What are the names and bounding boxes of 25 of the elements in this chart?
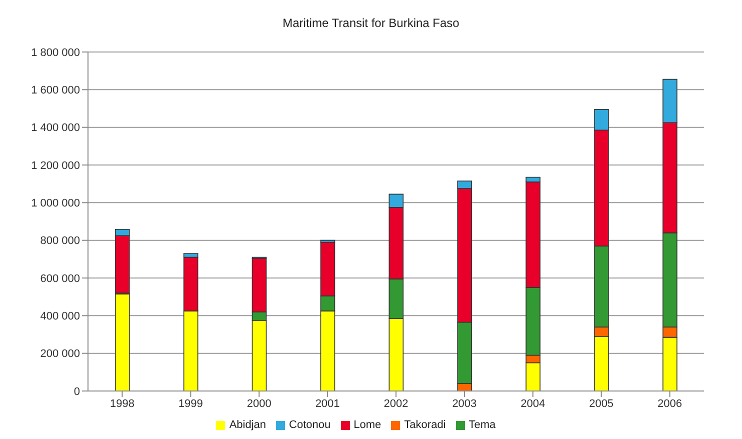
y-tick-label: 1 400 000: [31, 122, 80, 134]
x-tick-label: 2006: [658, 398, 682, 410]
x-tick-label: 2003: [452, 398, 477, 410]
legend-label: Cotonou: [289, 419, 331, 431]
x-tick-label: 2002: [384, 398, 408, 410]
y-tick-label: 400 000: [40, 310, 80, 323]
y-tick-label: 0: [74, 386, 80, 398]
x-tick-label: 1999: [178, 398, 203, 410]
legend-label: Tema: [468, 419, 496, 431]
x-tick-label: 1998: [110, 398, 134, 410]
legend-label: Abidjan: [229, 419, 266, 431]
y-tick-label: 1 200 000: [31, 160, 80, 172]
x-tick-label: 2004: [520, 398, 546, 410]
chart-title: Maritime Transit for Burkina Faso: [282, 15, 460, 32]
y-tick-label: 200 000: [40, 348, 80, 360]
y-tick-label: 1 600 000: [31, 84, 80, 97]
legend-label: Takoradi: [404, 419, 446, 431]
y-tick-label: 1 800 000: [31, 46, 80, 59]
x-tick-label: 2000: [246, 398, 272, 410]
y-tick-label: 800 000: [40, 235, 80, 248]
x-tick-label: 2005: [589, 398, 614, 410]
y-tick-label: 1 000 000: [31, 198, 80, 210]
legend-label: Lome: [354, 419, 382, 431]
x-tick-label: 2001: [315, 398, 340, 410]
y-tick-label: 600 000: [40, 272, 80, 285]
